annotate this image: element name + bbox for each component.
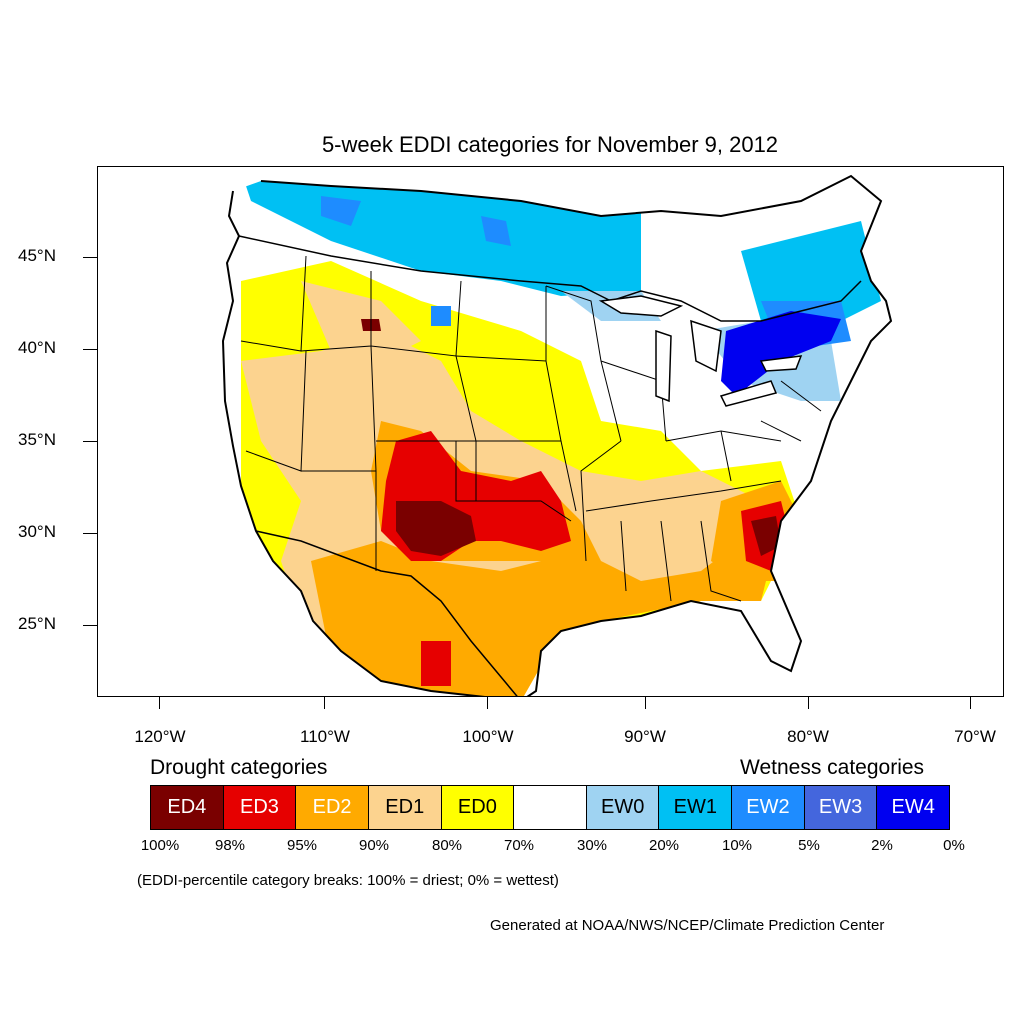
lat-label-45: 45°N (18, 246, 56, 265)
ed1-north-region (301, 281, 421, 361)
map-panel (97, 166, 1004, 697)
lon-label-70: 70°W (954, 727, 996, 746)
lon-label-110: 110°W (300, 727, 350, 746)
percentile-label: 98% (214, 837, 246, 854)
legend-box-ed0: ED0 (441, 786, 515, 829)
legend-box-ew4: EW4 (877, 786, 950, 829)
canada-border (238, 235, 862, 322)
legend-box-ed3: ED3 (223, 786, 297, 829)
eddi-map (221, 174, 893, 696)
ed3-texas-region (421, 641, 451, 686)
lat-tick-35 (83, 441, 97, 442)
legend-box-ed1: ED1 (368, 786, 442, 829)
lon-label-90: 90°W (624, 727, 666, 746)
legend-box-ew1: EW1 (659, 786, 733, 829)
legend-box-ew3: EW3 (804, 786, 878, 829)
coastline (221, 174, 893, 696)
lon-label-80: 80°W (787, 727, 829, 746)
lon-tick-80 (808, 697, 809, 709)
legend-box-ew0: EW0 (586, 786, 660, 829)
mexico-border (255, 530, 518, 696)
lat-tick-40 (83, 349, 97, 350)
lat-label-35: 35°N (18, 430, 56, 449)
category-legend: ED4 ED3 ED2 ED1 ED0 EW0 EW1 EW2 EW3 EW4 (150, 785, 950, 830)
percentile-label: 0% (943, 837, 965, 854)
legend-box-ew2: EW2 (732, 786, 805, 829)
wetness-heading: Wetness categories (740, 756, 925, 779)
percentile-label: 90% (358, 837, 390, 854)
percentile-label: 2% (871, 837, 893, 854)
ed4-southeast-region (751, 516, 781, 556)
percentile-label: 80% (431, 837, 463, 854)
lat-label-30: 30°N (18, 522, 56, 541)
map-title: 5-week EDDI categories for November 9, 2… (321, 132, 779, 157)
lat-tick-30 (83, 533, 97, 534)
percentile-label: 70% (503, 837, 535, 854)
percentile-label: 10% (721, 837, 753, 854)
lon-tick-120 (159, 697, 160, 709)
percentile-label: 20% (648, 837, 680, 854)
drought-heading: Drought categories (150, 756, 328, 779)
percentile-label: 5% (798, 837, 820, 854)
lon-tick-70 (970, 697, 971, 709)
lon-tick-110 (324, 697, 325, 709)
percentile-label: 100% (140, 837, 180, 854)
legend-box-neutral (514, 786, 587, 829)
lat-tick-25 (83, 625, 97, 626)
lon-tick-90 (645, 697, 646, 709)
lat-label-25: 25°N (18, 614, 56, 633)
percentile-label: 30% (576, 837, 608, 854)
ew2-wyoming-spot (431, 306, 451, 326)
credit-line: Generated at NOAA/NWS/NCEP/Climate Predi… (490, 917, 885, 934)
legend-box-ed2: ED2 (296, 786, 369, 829)
great-lakes (598, 295, 803, 407)
legend-box-ed4: ED4 (151, 786, 224, 829)
category-note: (EDDI-percentile category breaks: 100% =… (137, 872, 559, 889)
lon-tick-100 (487, 697, 488, 709)
lat-label-40: 40°N (18, 338, 56, 357)
percentile-label: 95% (286, 837, 318, 854)
lat-tick-45 (83, 257, 97, 258)
lon-label-100: 100°W (462, 727, 514, 746)
ew2-dakota-spot (481, 216, 511, 246)
lon-label-120: 120°W (134, 727, 186, 746)
ew2-montana-spot (321, 196, 361, 226)
ed4-region (396, 501, 476, 556)
ew4-region (721, 311, 841, 396)
